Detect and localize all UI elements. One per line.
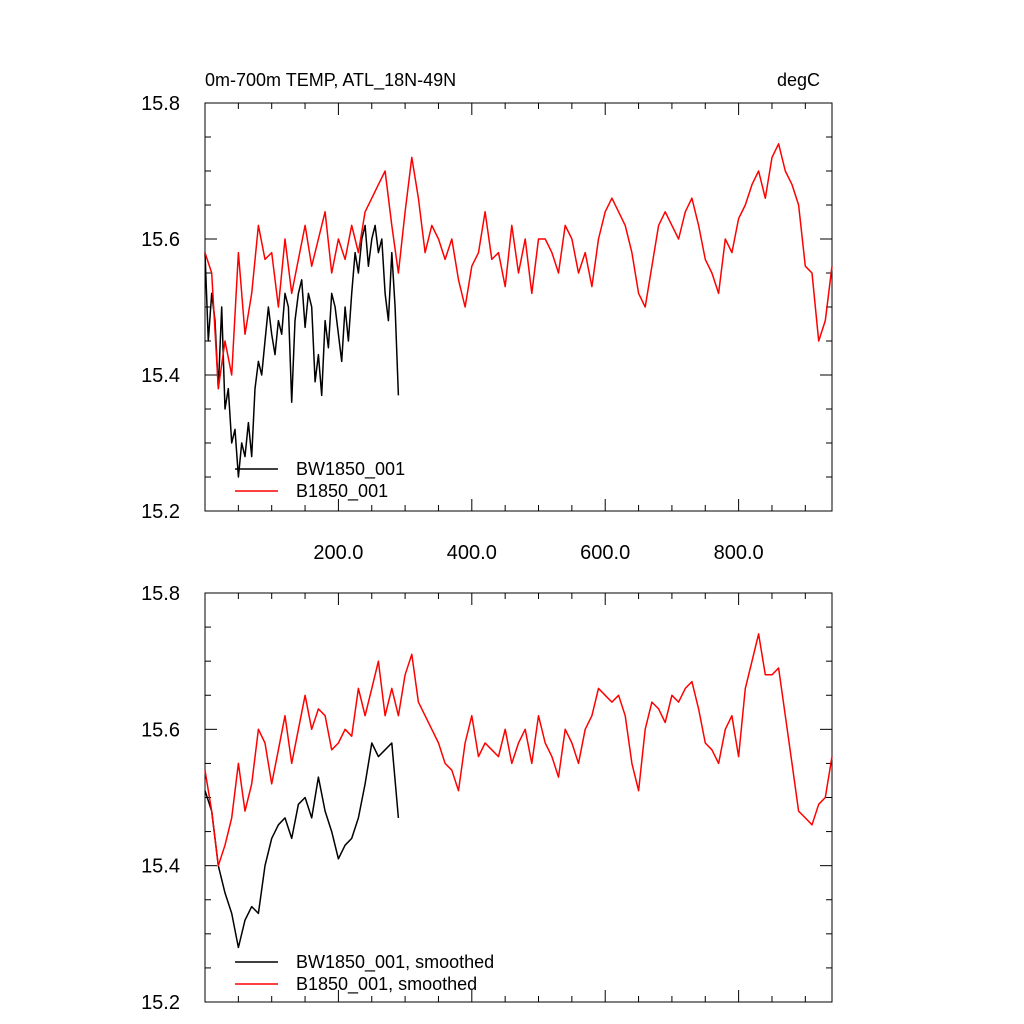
y-tick-label: 15.8	[141, 93, 180, 115]
bottom-panel: 15.2 15.4 15.6 15.8 BW1850_001, smoothedB185…	[141, 583, 833, 1014]
series-line-bw1850-001	[204, 224, 400, 478]
units-label: degC	[777, 70, 820, 90]
y-tick-label: 15.8	[141, 583, 180, 605]
y-tick-label: 15.2	[141, 501, 180, 523]
top-panel: 15.2 15.4 15.6 15.8 200.0 400.0 600.0 800.0 BW18…	[141, 93, 833, 564]
series-line-b1850-001	[204, 143, 833, 390]
x-tick-label: 200.0	[313, 542, 363, 564]
y-tick-label: 15.2	[141, 992, 180, 1014]
series-line-bw1850-001-smoothed	[204, 742, 400, 949]
legend-label: BW1850_001, smoothed	[296, 952, 494, 973]
y-tick-label: 15.6	[141, 719, 180, 741]
x-tick-label: 400.0	[447, 542, 497, 564]
x-tick-label: 600.0	[580, 542, 630, 564]
y-tick-label: 15.4	[141, 365, 180, 387]
series-line-b1850-001-smoothed	[204, 633, 833, 867]
x-tick-label: 800.0	[714, 542, 764, 564]
legend-label: B1850_001	[296, 481, 388, 502]
legend-label: B1850_001, smoothed	[296, 974, 477, 995]
y-tick-label: 15.4	[141, 856, 180, 878]
legend-label: BW1850_001	[296, 459, 405, 480]
chart-title: 0m-700m TEMP, ATL_18N-49N	[205, 70, 456, 91]
y-tick-label: 15.6	[141, 229, 180, 251]
